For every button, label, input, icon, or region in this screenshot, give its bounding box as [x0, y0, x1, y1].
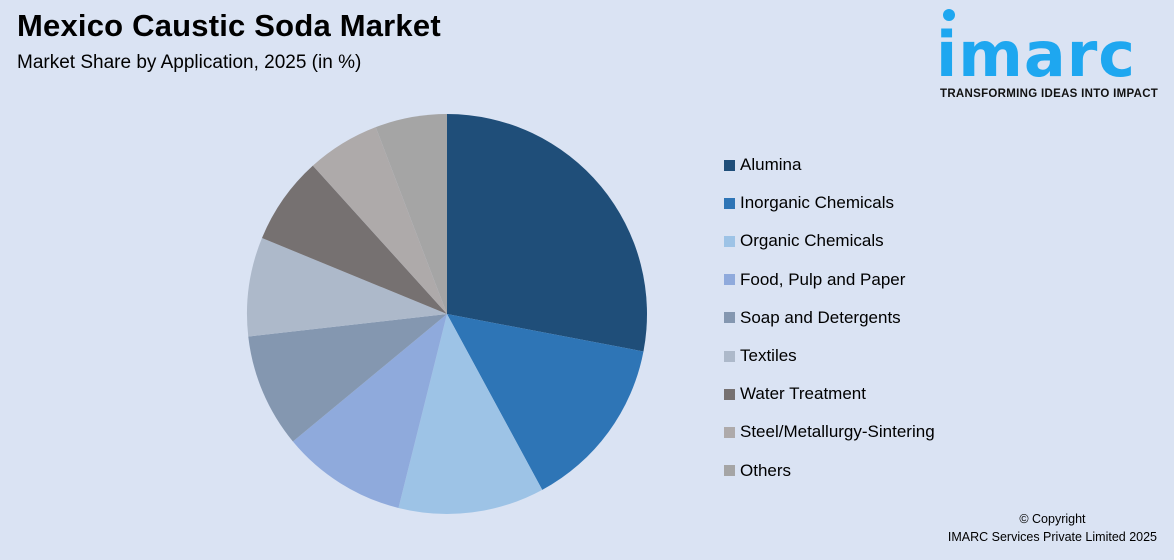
legend-item: Others	[724, 452, 935, 490]
legend-swatch-icon	[724, 274, 735, 286]
pie-slice-soap-and-detergents	[248, 314, 447, 442]
pie-chart	[247, 114, 647, 514]
legend-label: Steel/Metallurgy-Sintering	[740, 422, 935, 442]
legend-label: Food, Pulp and Paper	[740, 269, 906, 289]
legend-swatch-icon	[724, 350, 735, 362]
pie-slice-textiles	[247, 238, 447, 337]
legend-swatch-icon	[724, 197, 735, 209]
legend-swatch-icon	[724, 388, 735, 400]
copyright-notice: © Copyright IMARC Services Private Limit…	[948, 510, 1157, 546]
pie-slice-inorganic-chemicals	[447, 314, 644, 490]
logo-tagline: TRANSFORMING IDEAS INTO IMPACT	[940, 88, 1159, 100]
legend-item: Inorganic Chemicals	[724, 184, 935, 222]
legend-swatch-icon	[724, 159, 735, 171]
pie-slice-others	[375, 114, 447, 314]
legend-item: Textiles	[724, 337, 935, 375]
chart-legend: Alumina Inorganic Chemicals Organic Chemic…	[724, 146, 935, 490]
legend-swatch-icon	[724, 312, 735, 324]
legend-label: Others	[740, 460, 792, 480]
copyright-line-2: IMARC Services Private Limited 2025	[947, 530, 1157, 544]
legend-label: Water Treatment	[740, 384, 866, 404]
logo-wordmark: imarc	[936, 18, 1137, 91]
chart-title: Mexico Caustic Soda Market	[17, 8, 441, 43]
logo-dot-icon	[943, 9, 955, 21]
legend-item: Water Treatment	[724, 375, 935, 413]
pie-slice-food-pulp-and-paper	[292, 314, 447, 509]
imarc-logo: imarc TRANSFORMING IDEAS INTO IMPACT	[936, 6, 1166, 106]
legend-label: Alumina	[740, 155, 802, 175]
legend-item: Soap and Detergents	[724, 299, 935, 337]
legend-label: Soap and Detergents	[740, 307, 901, 327]
pie-slice-steel-metallurgy-sintering	[312, 127, 447, 314]
legend-item: Steel/Metallurgy-Sintering	[724, 413, 935, 451]
copyright-line-1: © Copyright	[1019, 512, 1086, 526]
pie-slice-organic-chemicals	[398, 314, 543, 514]
chart-subtitle: Market Share by Application, 2025 (in %)	[17, 52, 362, 73]
pie-slice-water-treatment	[261, 165, 447, 314]
legend-swatch-icon	[724, 465, 735, 477]
legend-label: Inorganic Chemicals	[740, 193, 895, 213]
legend-swatch-icon	[724, 426, 735, 438]
legend-item: Alumina	[724, 146, 935, 184]
legend-label: Organic Chemicals	[740, 231, 884, 251]
legend-item: Organic Chemicals	[724, 222, 935, 260]
legend-swatch-icon	[724, 235, 735, 247]
legend-item: Food, Pulp and Paper	[724, 261, 935, 299]
pie-slice-alumina	[447, 114, 647, 352]
legend-label: Textiles	[740, 346, 797, 366]
